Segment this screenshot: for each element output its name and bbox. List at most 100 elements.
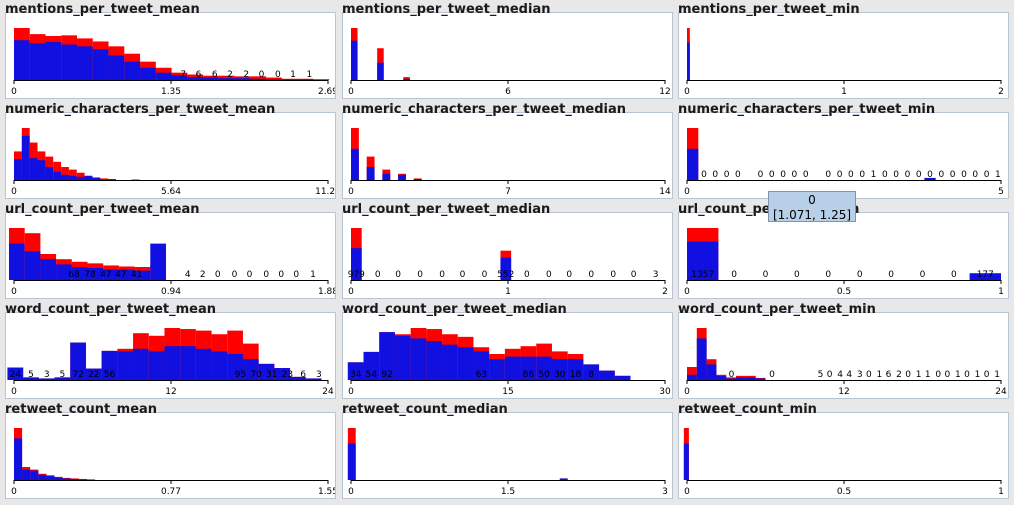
- histogram-bar-subset[interactable]: [29, 43, 46, 80]
- histogram-bar-subset[interactable]: [108, 179, 116, 180]
- histogram-bar-total[interactable]: [100, 178, 109, 180]
- histogram-bar-subset[interactable]: [687, 241, 719, 280]
- histogram-bar-subset[interactable]: [203, 77, 219, 80]
- histogram-bar-subset[interactable]: [54, 477, 63, 480]
- histogram-bar-subset[interactable]: [101, 350, 118, 380]
- histogram-bar-subset[interactable]: [84, 175, 93, 180]
- histogram-bar-total[interactable]: [266, 77, 282, 80]
- histogram-bar-subset[interactable]: [150, 243, 166, 280]
- histogram-bar-subset[interactable]: [211, 351, 228, 380]
- histogram-bar-total[interactable]: [76, 172, 85, 180]
- histogram-bar-total[interactable]: [403, 77, 410, 80]
- histogram-bar-subset[interactable]: [45, 42, 62, 80]
- histogram-bar-subset[interactable]: [70, 342, 86, 380]
- histogram-bar-subset[interactable]: [77, 46, 93, 80]
- histogram-bar-subset[interactable]: [258, 363, 275, 380]
- histogram-bar-subset[interactable]: [313, 79, 330, 80]
- histogram-bar-subset[interactable]: [180, 346, 196, 380]
- histogram-bar-subset[interactable]: [683, 443, 689, 480]
- histogram-bar-subset[interactable]: [559, 478, 568, 480]
- histogram-bar-subset[interactable]: [38, 474, 47, 480]
- histogram-bar-subset[interactable]: [687, 148, 699, 180]
- histogram-bar-subset[interactable]: [124, 61, 141, 80]
- histogram-bar-subset[interactable]: [22, 469, 31, 480]
- histogram-bar-subset[interactable]: [85, 368, 102, 380]
- histogram-bar-total[interactable]: [61, 167, 69, 180]
- histogram-bar-subset[interactable]: [86, 479, 96, 480]
- histogram-bar-subset[interactable]: [457, 347, 474, 380]
- histogram-bar-subset[interactable]: [87, 268, 104, 280]
- histogram-bar-subset[interactable]: [755, 378, 766, 380]
- histogram-bar-subset[interactable]: [61, 44, 78, 80]
- histogram-bar-total[interactable]: [687, 367, 697, 380]
- histogram-bar-subset[interactable]: [140, 67, 156, 80]
- histogram-bar-subset[interactable]: [23, 377, 39, 380]
- histogram-bar-subset[interactable]: [347, 362, 364, 380]
- histogram-bar-subset[interactable]: [133, 348, 149, 380]
- histogram-bar-subset[interactable]: [473, 351, 490, 380]
- histogram-bar-subset[interactable]: [290, 376, 306, 380]
- histogram-bar-subset[interactable]: [377, 62, 384, 80]
- histogram-bar-subset[interactable]: [30, 470, 39, 480]
- histogram-bar-subset[interactable]: [398, 174, 406, 180]
- histogram-bar-subset[interactable]: [379, 332, 395, 380]
- histogram-bar-subset[interactable]: [14, 40, 30, 80]
- histogram-bar-subset[interactable]: [195, 348, 212, 380]
- histogram-bar-subset[interactable]: [351, 248, 362, 280]
- histogram-bar-subset[interactable]: [726, 378, 737, 380]
- histogram-bar-subset[interactable]: [103, 269, 119, 280]
- histogram-bar-subset[interactable]: [68, 175, 77, 180]
- histogram-bar-subset[interactable]: [234, 78, 251, 80]
- histogram-bar-subset[interactable]: [92, 177, 101, 180]
- histogram-bar-subset[interactable]: [46, 475, 55, 480]
- histogram-bar-subset[interactable]: [351, 40, 358, 80]
- histogram-bar-subset[interactable]: [351, 148, 359, 180]
- histogram-bar-subset[interactable]: [171, 75, 188, 80]
- histogram-bar-subset[interactable]: [14, 159, 22, 180]
- histogram-bar-subset[interactable]: [62, 478, 71, 480]
- histogram-bar-subset[interactable]: [61, 174, 69, 180]
- histogram-bar-subset[interactable]: [413, 178, 422, 180]
- histogram-bar-subset[interactable]: [551, 359, 568, 380]
- histogram-bar-total[interactable]: [218, 75, 235, 80]
- histogram-bar-subset[interactable]: [442, 344, 458, 380]
- histogram-bar-subset[interactable]: [164, 346, 181, 380]
- histogram-bar-subset[interactable]: [29, 158, 38, 180]
- histogram-bar-subset[interactable]: [426, 341, 443, 380]
- histogram-bar-subset[interactable]: [76, 176, 85, 180]
- histogram-bar-subset[interactable]: [250, 78, 267, 80]
- histogram-bar-subset[interactable]: [40, 259, 57, 280]
- histogram-bar-subset[interactable]: [363, 351, 380, 380]
- histogram-bar-subset[interactable]: [969, 273, 1001, 280]
- histogram-bar-subset[interactable]: [37, 160, 46, 180]
- histogram-bar-subset[interactable]: [227, 354, 243, 380]
- histogram-bar-subset[interactable]: [92, 49, 109, 80]
- histogram-bar-subset[interactable]: [45, 167, 54, 180]
- histogram-bar-subset[interactable]: [54, 377, 71, 380]
- histogram-bar-subset[interactable]: [696, 338, 707, 380]
- histogram-bar-subset[interactable]: [745, 377, 756, 380]
- histogram-bar-subset[interactable]: [24, 251, 41, 280]
- histogram-bar-total[interactable]: [53, 161, 62, 180]
- histogram-bar-subset[interactable]: [148, 351, 165, 380]
- histogram-bar-subset[interactable]: [108, 55, 125, 80]
- histogram-bar-subset[interactable]: [687, 374, 697, 380]
- histogram-bar-subset[interactable]: [297, 79, 314, 80]
- histogram-bar-subset[interactable]: [347, 443, 356, 480]
- histogram-bar-subset[interactable]: [504, 356, 521, 380]
- histogram-bar-subset[interactable]: [38, 378, 55, 380]
- histogram-bar-subset[interactable]: [614, 375, 631, 380]
- histogram-bar-subset[interactable]: [134, 270, 151, 280]
- histogram-bar-subset[interactable]: [736, 377, 746, 380]
- histogram-bar-subset[interactable]: [520, 356, 537, 380]
- histogram-bar-subset[interactable]: [266, 79, 282, 80]
- histogram-bar-subset[interactable]: [687, 42, 690, 80]
- histogram-bar-total[interactable]: [108, 178, 116, 180]
- histogram-bar-subset[interactable]: [410, 338, 427, 380]
- histogram-bar-subset[interactable]: [118, 269, 135, 280]
- histogram-bar-total[interactable]: [131, 179, 140, 180]
- histogram-bar-subset[interactable]: [21, 135, 30, 180]
- histogram-bar-subset[interactable]: [274, 368, 291, 380]
- histogram-bar-subset[interactable]: [366, 167, 375, 180]
- histogram-bar-subset[interactable]: [716, 375, 727, 380]
